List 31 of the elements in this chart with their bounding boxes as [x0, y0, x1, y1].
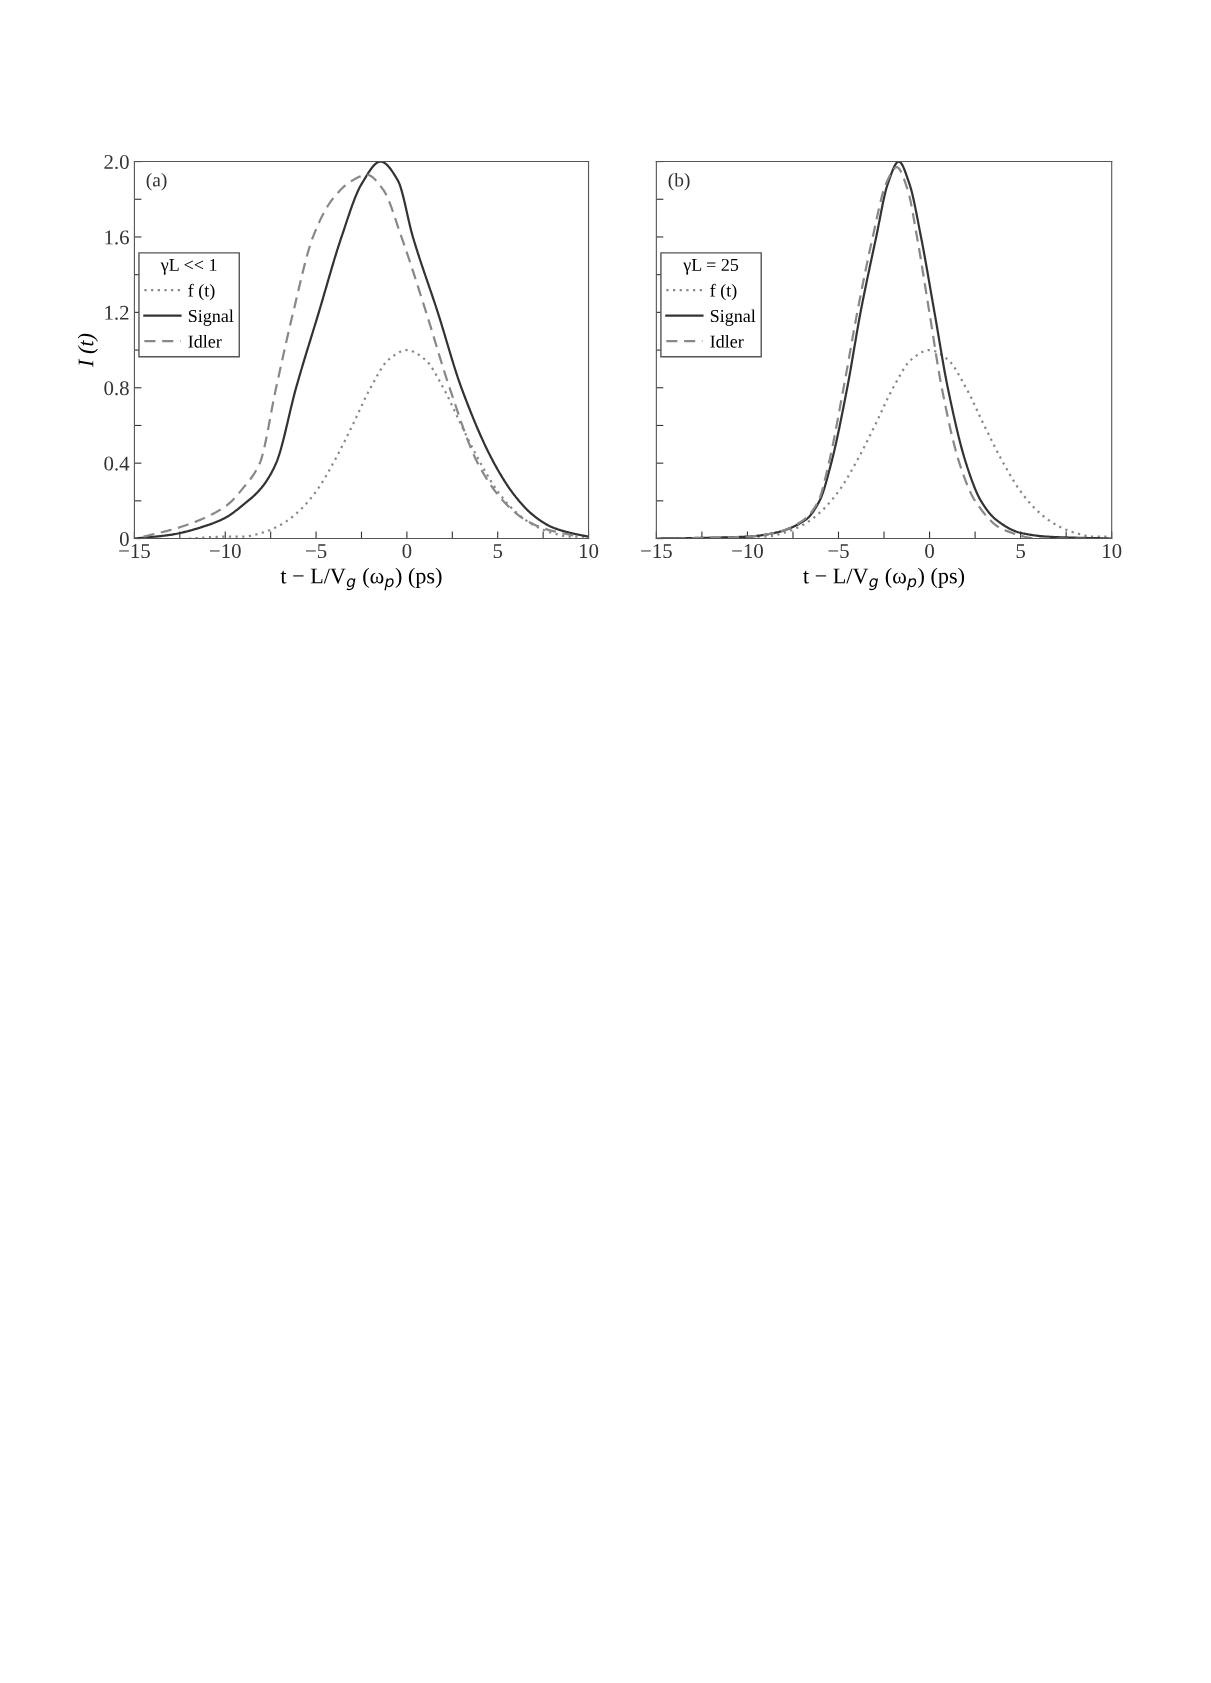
x-tick-label: −5 — [828, 544, 849, 559]
legend-label: f (t) — [188, 283, 215, 301]
legend-title: γL = 25 — [683, 258, 739, 275]
y-tick-label: 0.4 — [104, 456, 130, 471]
x-tick-label: 0 — [402, 544, 412, 559]
x-tick-label: 5 — [1016, 544, 1026, 559]
y-tick-label: 1.2 — [105, 305, 129, 320]
x-tick-label: −15 — [119, 544, 150, 559]
x-tick-label: 10 — [579, 544, 599, 559]
x-axis-title: t − L/V$_{g}$ (ω$_{p}$) (ps) — [280, 567, 442, 591]
legend-label: Idler — [188, 334, 222, 348]
legend-label: f (t) — [710, 283, 737, 301]
x-tick-label: −10 — [732, 544, 763, 559]
x-axis-title: t − L/V$_{g}$ (ω$_{p}$) (ps) — [803, 567, 965, 591]
x-tick-label: 10 — [1103, 544, 1122, 559]
annotation: (b) — [668, 172, 690, 191]
legend-label: Signal — [710, 309, 756, 326]
legend-title: γL << 1 — [160, 258, 217, 275]
x-tick-label: 0 — [925, 544, 934, 559]
y-tick-label: 2.0 — [104, 154, 129, 170]
x-tick-label: −10 — [209, 544, 241, 559]
legend-label: Idler — [710, 334, 744, 348]
y-tick-label: 0 — [119, 531, 129, 546]
annotation: (a) — [146, 172, 167, 191]
y-tick-label: 0.8 — [104, 381, 129, 396]
x-tick-label: −5 — [306, 544, 327, 559]
y-axis-title: I (t) — [77, 333, 98, 368]
x-tick-label: −15 — [641, 544, 672, 559]
y-tick-label: 1.6 — [105, 230, 129, 245]
x-tick-label: 5 — [493, 544, 503, 559]
legend-label: Signal — [188, 309, 234, 326]
